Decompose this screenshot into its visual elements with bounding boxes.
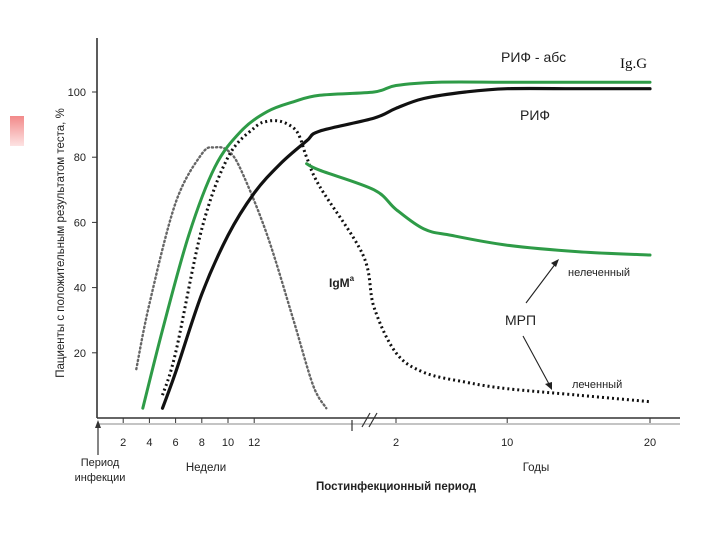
x-tick-label-weeks: 10 [222,437,234,449]
series-0 [135,145,328,410]
axis-break [351,412,378,431]
y-tick-label: 20 [74,348,86,360]
annotation-rif-abs: РИФ - абс [501,49,566,65]
x-tick-label-weeks: 2 [120,437,126,449]
series-layer [135,80,652,410]
igm-label-text: IgM [329,276,350,290]
x-tick-label-years: 20 [644,437,656,449]
x-tick-label-weeks: 12 [248,437,260,449]
y-tick-label: 60 [74,217,86,229]
annotation-igm: IgMa [329,274,355,290]
annotation-untreated: нелеченный [568,267,630,279]
y-tick-label: 100 [68,87,86,99]
series-1 [161,119,651,404]
x-tick-label-weeks: 4 [146,437,152,449]
annotation-igg: Ig.G [620,56,647,72]
annotation-rif: РИФ [520,107,550,123]
series-line [141,80,652,410]
y-tick-label: 80 [74,152,86,164]
x-tick-label-weeks: 8 [199,437,205,449]
untreated-arrow-line [525,262,557,304]
y-axis-label: Пациенты с положительным результатом тес… [55,108,67,378]
series-line [160,86,652,410]
series-line [135,145,328,410]
x-tick-label-weeks: 6 [173,437,179,449]
series-line [161,119,651,404]
treated-arrow-line [522,335,550,385]
period-label-line2: инфекции [75,472,126,484]
period-label-line1: Период [81,457,120,469]
igm-label-sup: a [350,274,355,283]
y-tick-label: 40 [74,283,86,295]
untreated-arrow-head [551,259,559,267]
decorative-bar [10,116,24,146]
weeks-label: Недели [186,462,226,474]
y-ticks: 20 40 60 80 100 [68,87,97,360]
annotation-treated: леченный [572,379,622,391]
series-line [305,162,652,257]
period-arrow-head [95,420,101,428]
series-2 [141,80,652,410]
series-3 [305,162,652,257]
x-tick-label-years: 2 [393,437,399,449]
series-4 [160,86,652,410]
x-axis-title: Постинфекционный период [316,481,477,493]
treated-arrow-head [545,382,552,390]
x-ticks: 2 4 6 8 10 12 2 10 20 [120,418,656,449]
x-tick-label-years: 10 [501,437,513,449]
annotation-mrp: МРП [505,312,536,328]
years-label: Годы [523,462,550,474]
